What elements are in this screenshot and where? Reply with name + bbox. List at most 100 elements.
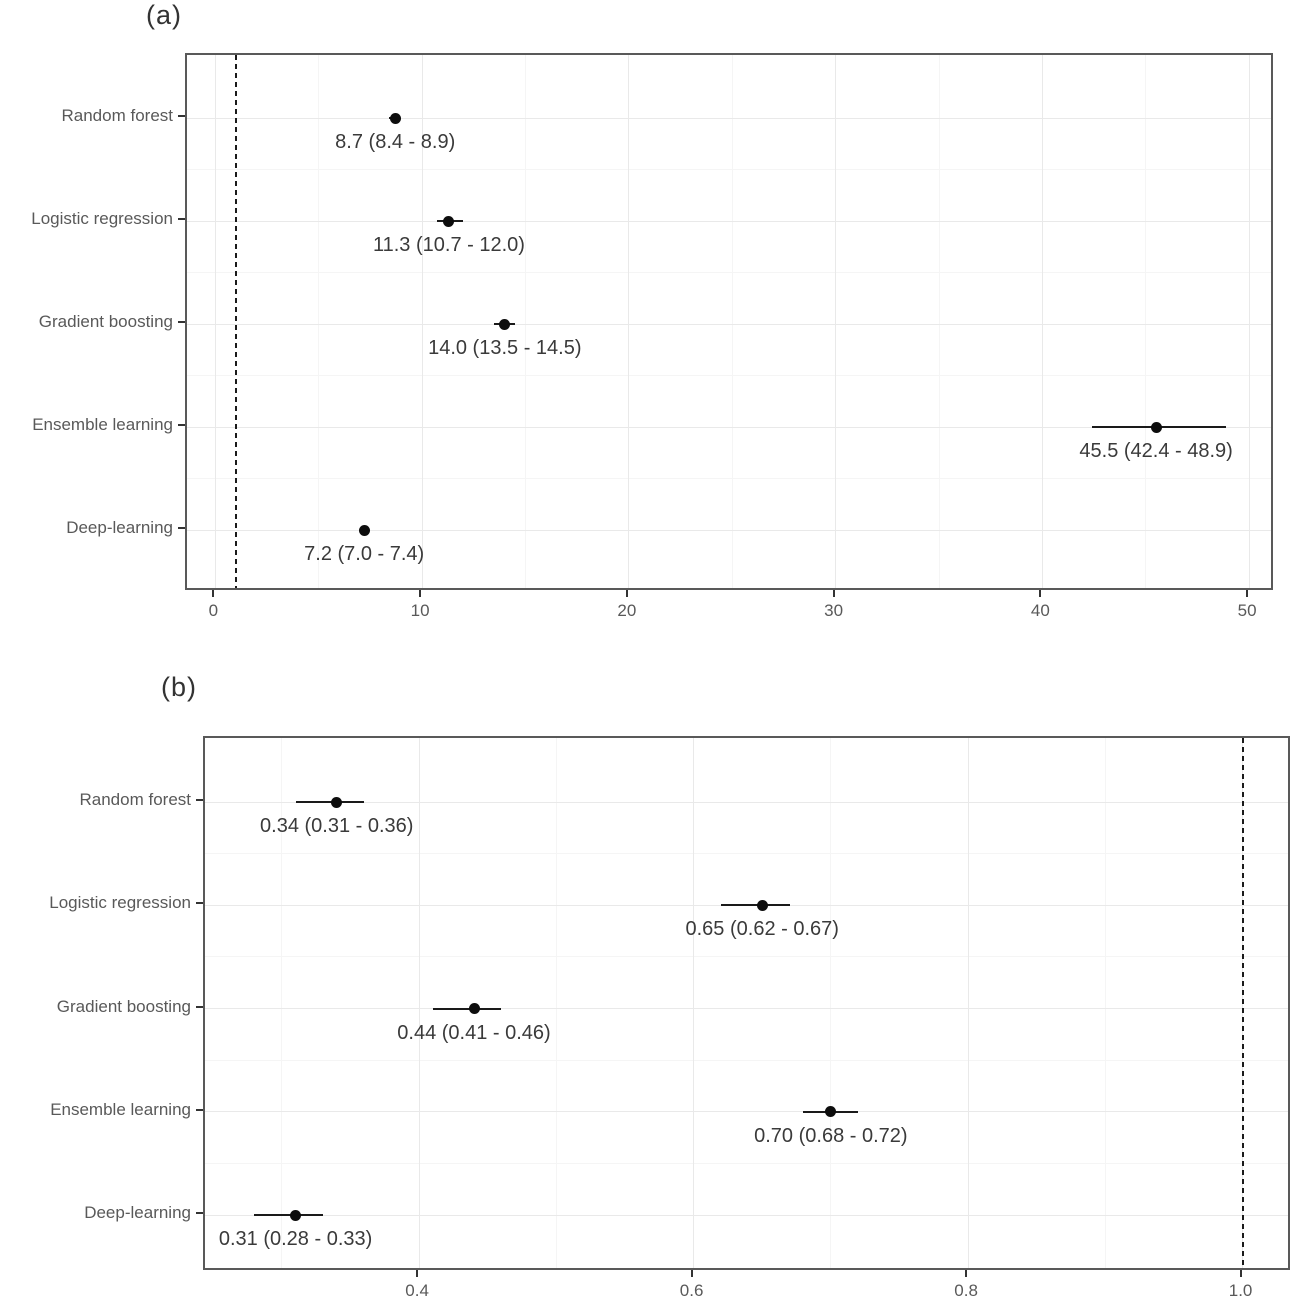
category-label: Logistic regression xyxy=(49,893,191,913)
gridline-minor-horizontal xyxy=(205,956,1288,958)
gridline-major-horizontal xyxy=(187,323,1271,325)
x-axis-tick-label: 0.4 xyxy=(405,1281,429,1300)
ci-bar xyxy=(432,1007,502,1010)
gridline-major-vertical xyxy=(693,738,695,1268)
x-axis-tick-label: 40 xyxy=(1030,601,1050,620)
gridline-major-horizontal xyxy=(205,801,1288,803)
panel-b-plot-area: 0.34 (0.31 - 0.36) 0.65 (0.62 - 0.67) 0.44… xyxy=(203,736,1290,1270)
x-axis-tick-label: 20 xyxy=(617,601,637,620)
gridline-major-vertical xyxy=(835,55,837,588)
y-axis-tick xyxy=(196,902,203,905)
estimate-label: 11.3 (10.7 - 12.0) xyxy=(372,234,525,256)
reference-line xyxy=(235,55,237,588)
gridline-major-horizontal xyxy=(187,117,1271,119)
point-marker xyxy=(499,318,511,330)
category-label: Deep-learning xyxy=(66,518,173,537)
gridline-minor-horizontal xyxy=(205,853,1288,855)
x-axis-tick xyxy=(690,1270,693,1277)
gridline-major-vertical xyxy=(1041,55,1043,588)
panel-b-title: (b) xyxy=(161,672,197,702)
y-axis-tick xyxy=(196,1108,203,1111)
gridline-minor-horizontal xyxy=(205,1059,1288,1061)
gridline-major-horizontal xyxy=(187,529,1271,531)
x-axis-tick xyxy=(212,590,215,597)
point-marker xyxy=(443,215,455,227)
gridline-minor-horizontal xyxy=(187,272,1271,273)
estimate-label: 0.70 (0.68 - 0.72) xyxy=(754,1124,908,1147)
gridline-major-horizontal xyxy=(187,426,1271,428)
point-marker xyxy=(756,899,768,911)
gridline-major-horizontal xyxy=(205,1111,1288,1113)
x-axis-tick-label: 0.8 xyxy=(954,1281,978,1300)
point-marker xyxy=(331,796,343,808)
gridline-major-vertical xyxy=(214,55,216,588)
x-axis-tick xyxy=(1246,590,1249,597)
x-axis-tick-label: 30 xyxy=(824,601,844,620)
estimate-label: 0.65 (0.62 - 0.67) xyxy=(685,918,839,941)
y-axis-tick xyxy=(196,1005,203,1008)
gridline-major-vertical xyxy=(967,738,969,1268)
gridline-minor-vertical xyxy=(1145,55,1147,588)
gridline-minor-vertical xyxy=(318,55,320,588)
category-label: Ensemble learning xyxy=(50,1099,191,1119)
gridline-minor-vertical xyxy=(731,55,733,588)
x-axis-tick-label: 50 xyxy=(1237,601,1257,620)
x-axis-tick-label: 0 xyxy=(208,601,219,620)
category-label: Deep-learning xyxy=(84,1203,191,1223)
x-axis-tick xyxy=(419,590,422,597)
estimate-label: 0.34 (0.31 - 0.36) xyxy=(260,815,414,837)
estimate-label: 7.2 (7.0 - 7.4) xyxy=(304,543,425,565)
point-marker xyxy=(1150,421,1162,433)
point-marker xyxy=(468,1003,480,1015)
category-label: Logistic regression xyxy=(31,209,173,228)
gridline-major-horizontal xyxy=(205,1214,1288,1216)
gridline-minor-vertical xyxy=(524,55,526,588)
gridline-major-vertical xyxy=(421,55,423,588)
point-marker xyxy=(290,1209,302,1221)
gridline-major-vertical xyxy=(628,55,630,588)
y-axis-tick xyxy=(196,799,203,801)
category-label: Gradient boosting xyxy=(38,312,173,331)
gridline-minor-vertical xyxy=(1104,738,1106,1268)
gridline-minor-horizontal xyxy=(187,375,1271,376)
gridline-major-vertical xyxy=(1248,55,1250,588)
gridline-minor-horizontal xyxy=(187,478,1271,479)
estimate-label: 14.0 (13.5 - 14.5) xyxy=(428,337,582,359)
category-label: Random forest xyxy=(79,790,192,809)
gridline-minor-horizontal xyxy=(205,1163,1288,1165)
point-marker xyxy=(825,1106,837,1118)
gridline-minor-vertical xyxy=(555,738,557,1268)
x-axis-tick xyxy=(832,590,835,597)
point-marker xyxy=(358,524,370,536)
category-label: Ensemble learning xyxy=(32,415,173,434)
x-axis-tick xyxy=(625,590,628,597)
estimate-label: 0.44 (0.41 - 0.46) xyxy=(397,1021,551,1044)
panel-a-title: (a) xyxy=(146,0,182,30)
x-axis-tick xyxy=(965,1270,968,1277)
x-axis-tick xyxy=(416,1270,419,1277)
estimate-label: 45.5 (42.4 - 48.9) xyxy=(1079,440,1233,462)
y-axis-tick xyxy=(196,1212,203,1215)
gridline-major-vertical xyxy=(418,738,420,1268)
y-axis-tick xyxy=(178,527,185,529)
point-marker xyxy=(389,112,401,124)
x-axis-tick xyxy=(1039,590,1042,597)
y-axis-tick xyxy=(178,424,185,426)
gridline-major-horizontal xyxy=(187,220,1271,222)
y-axis-tick xyxy=(178,115,185,117)
gridline-major-horizontal xyxy=(205,1008,1288,1010)
panel-a-plot-area: 8.7 (8.4 - 8.9) 11.3 (10.7 - 12.0) 14.0 (1… xyxy=(185,53,1273,590)
reference-line xyxy=(1241,738,1244,1268)
x-axis-tick xyxy=(1239,1270,1242,1277)
ci-bar xyxy=(254,1214,324,1217)
category-label: Gradient boosting xyxy=(56,996,191,1016)
x-axis-tick-label: 0.6 xyxy=(679,1281,704,1300)
gridline-minor-vertical xyxy=(938,55,940,588)
gridline-minor-vertical xyxy=(281,738,283,1268)
estimate-label: 0.31 (0.28 - 0.33) xyxy=(218,1228,373,1251)
gridline-minor-horizontal xyxy=(187,169,1271,170)
gridline-minor-vertical xyxy=(830,738,832,1268)
estimate-label: 8.7 (8.4 - 8.9) xyxy=(335,131,456,153)
ci-bar xyxy=(721,904,790,907)
